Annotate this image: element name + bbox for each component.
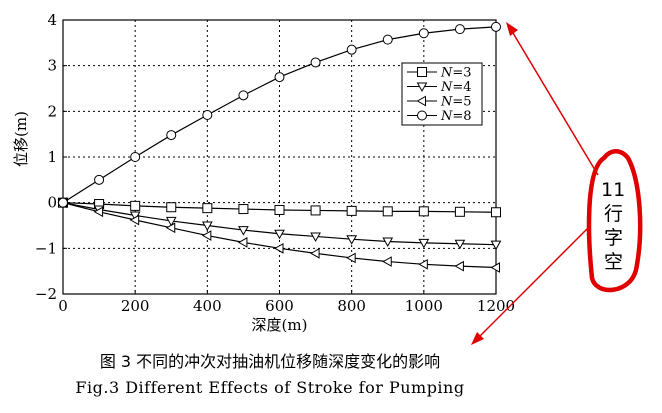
data-point-n-5 [382, 256, 392, 267]
data-point-n-8 [382, 34, 393, 45]
data-point-n-8 [491, 21, 501, 32]
data-point-n-4 [346, 235, 358, 245]
data-point-n-8 [310, 57, 321, 68]
data-point-n-8 [238, 90, 249, 101]
data-point-n-5 [93, 206, 104, 218]
data-point-n-4 [418, 238, 430, 249]
data-point-n-3 [274, 204, 285, 215]
data-point-n-4 [310, 232, 321, 242]
legend-box [401, 62, 483, 126]
legend-label-val: =4 [452, 80, 471, 95]
annotation-text-3: 字 [604, 227, 624, 249]
data-point-n-5 [310, 248, 320, 259]
legend-label-var: N [440, 109, 453, 124]
grid [63, 20, 496, 294]
annotation-text-1: 11 [601, 179, 626, 201]
data-point-n-4 [238, 226, 249, 236]
chart-svg: 0 200 400 600 800 1000 1200−2−101234深度(m)位移(m)… [12, 11, 643, 345]
x-tick-label: 800 [337, 297, 366, 315]
y-tick-label: 0 [47, 194, 57, 212]
data-point-n-3 [454, 206, 465, 217]
y-axis-label: 位移(m) [12, 111, 30, 167]
data-point-n-3 [202, 203, 213, 214]
data-point-n-3 [491, 207, 501, 218]
series-n-8 [58, 21, 501, 208]
legend-label-val: =8 [452, 109, 471, 124]
arrow-down-head [471, 332, 484, 345]
data-point-n-4 [490, 240, 502, 251]
data-point-n-8 [274, 72, 285, 83]
data-point-n-5 [418, 258, 428, 270]
data-point-n-8 [454, 24, 465, 35]
legend-label: N=8 [440, 109, 472, 124]
data-point-n-3 [238, 204, 249, 215]
caption-chinese: 图 3 不同的冲次对抽油机位移随深度变化的影响 [99, 352, 441, 371]
x-tick-label: 1000 [405, 297, 443, 315]
data-point-n-5 [201, 230, 212, 241]
legend-marker [417, 110, 427, 121]
data-point-n-5 [129, 214, 140, 226]
data-point-n-8 [58, 197, 68, 208]
legend-marker [416, 95, 426, 107]
data-point-n-8 [418, 28, 429, 39]
legend-marker [416, 82, 428, 93]
data-point-n-8 [202, 109, 213, 120]
series-n-4 [57, 198, 502, 251]
legend-label-val: =3 [452, 66, 471, 81]
y-tick-label: 1 [47, 148, 57, 166]
legend-label: N=3 [440, 66, 472, 81]
data-point-n-5 [237, 237, 248, 248]
data-point-n-3 [166, 202, 177, 213]
data-point-n-5 [165, 222, 176, 234]
data-point-n-3 [418, 206, 429, 217]
red-annotation [471, 22, 643, 345]
data-point-n-4 [201, 221, 213, 232]
legend-label: N=5 [440, 95, 472, 110]
annotation-text-4: 空 [604, 251, 624, 273]
legend-label-var: N [440, 95, 453, 110]
annotation-text-2: 行 [604, 203, 624, 225]
y-tick-label: 4 [47, 11, 57, 29]
legend: N=3N=4N=5N=8 [401, 62, 483, 126]
y-tick-label: 2 [47, 102, 57, 120]
x-axis-label: 深度(m) [252, 316, 308, 334]
y-tick-label: −2 [35, 285, 57, 303]
legend-label: N=4 [440, 80, 472, 95]
legend-label-var: N [440, 66, 453, 81]
data-point-n-8 [166, 130, 177, 141]
data-point-n-3 [310, 205, 321, 216]
arrow-down-line [475, 227, 589, 341]
arrow-up-line [509, 27, 599, 176]
data-point-n-4 [274, 229, 285, 240]
data-point-n-5 [490, 262, 500, 273]
annotation-circle [586, 149, 643, 293]
data-point-n-8 [346, 44, 357, 55]
x-tick-label: 200 [121, 297, 150, 315]
data-point-n-5 [346, 252, 356, 264]
y-tick-label: 3 [47, 57, 57, 75]
x-tick-label: 600 [265, 297, 294, 315]
legend-label-var: N [440, 80, 453, 95]
data-point-n-4 [382, 237, 394, 248]
data-point-n-3 [346, 205, 357, 216]
data-point-n-4 [165, 216, 177, 227]
caption-english: Fig.3 Different Effects of Stroke for Pu… [75, 378, 465, 397]
data-point-n-8 [130, 152, 141, 162]
x-tick-label: 0 [58, 297, 68, 315]
data-point-n-3 [382, 206, 393, 217]
data-point-n-3 [130, 200, 141, 211]
y-tick-label: −1 [35, 239, 57, 257]
data-point-n-8 [94, 174, 105, 185]
arrow-up-head [506, 22, 518, 36]
data-point-n-5 [273, 242, 284, 254]
legend-label-val: =5 [452, 95, 471, 110]
series-group [57, 21, 502, 273]
x-tick-label: 400 [193, 297, 222, 315]
legend-marker [417, 67, 427, 77]
data-point-n-5 [454, 260, 464, 272]
data-point-n-4 [454, 239, 466, 250]
